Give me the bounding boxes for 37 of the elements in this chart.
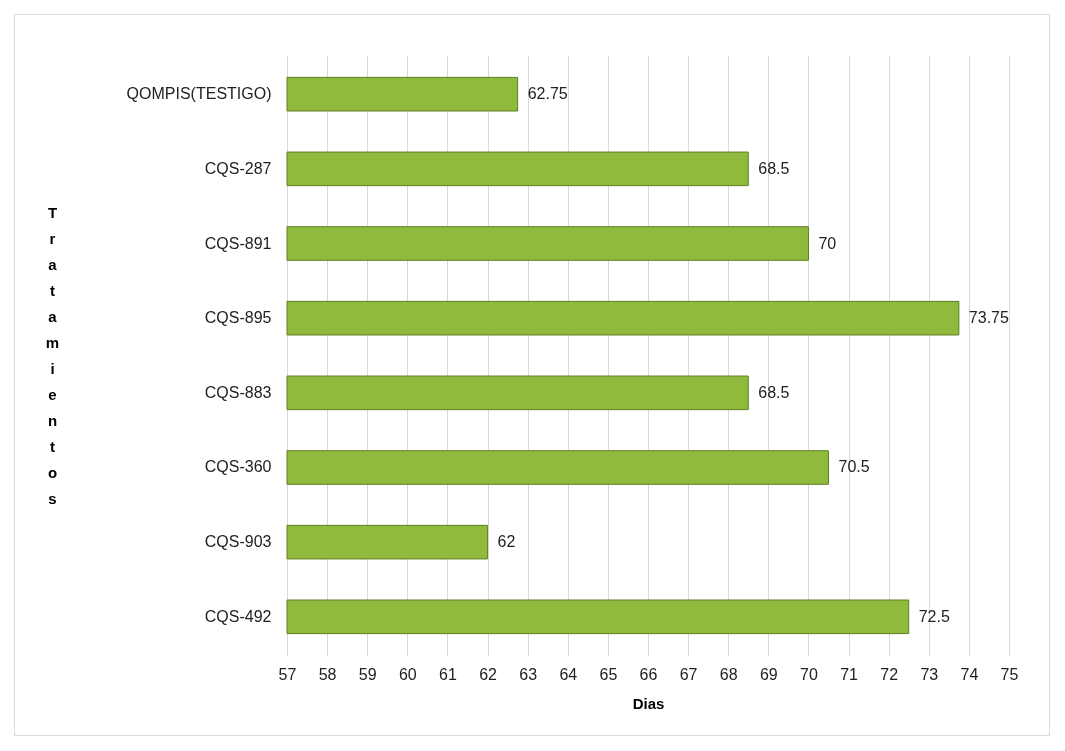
y-tick-label: CQS-287 <box>204 159 272 177</box>
data-label: 62.75 <box>527 85 568 103</box>
x-tick-label: 68 <box>719 665 738 683</box>
x-tick-label: 65 <box>599 665 618 683</box>
y-tick-label: CQS-891 <box>204 234 272 252</box>
text: Tratamientos <box>45 203 60 507</box>
x-tick-label: 70 <box>800 665 818 683</box>
x-tick-label: 66 <box>639 665 658 683</box>
y-tick-label: CQS-360 <box>204 458 272 476</box>
x-tick-label: 69 <box>759 665 778 683</box>
y-tick-label: CQS-903 <box>204 533 272 551</box>
data-label: 70 <box>818 234 837 252</box>
data-label: 70.5 <box>838 458 870 476</box>
x-tick-label: 72 <box>880 665 899 683</box>
data-label: 73.75 <box>968 309 1009 327</box>
y-tick-label: CQS-883 <box>204 383 272 401</box>
x-tick-label: 74 <box>960 665 979 683</box>
x-tick-label: 61 <box>439 665 457 683</box>
x-tick-label: 57 <box>278 665 297 683</box>
x-tick-label: 62 <box>479 665 498 683</box>
x-tick-label: 60 <box>398 665 417 683</box>
data-label: 62 <box>497 533 516 551</box>
x-tick-label: 73 <box>920 665 939 683</box>
y-tick-label: CQS-895 <box>204 309 272 327</box>
x-tick-label: 71 <box>840 665 859 683</box>
x-axis-title: Dias <box>632 694 665 712</box>
x-tick-label: 58 <box>318 665 337 683</box>
y-tick-label: QOMPIS(TESTIGO) <box>126 85 272 103</box>
x-tick-label: 64 <box>559 665 578 683</box>
x-tick-label: 75 <box>1000 665 1019 683</box>
x-tick-label: 63 <box>519 665 538 683</box>
data-label: 68.5 <box>758 383 790 401</box>
y-tick-label: CQS-492 <box>204 607 272 625</box>
x-tick-label: 59 <box>358 665 377 683</box>
x-tick-label: 67 <box>679 665 698 683</box>
data-label: 72.5 <box>918 607 950 625</box>
data-label: 68.5 <box>758 159 790 177</box>
